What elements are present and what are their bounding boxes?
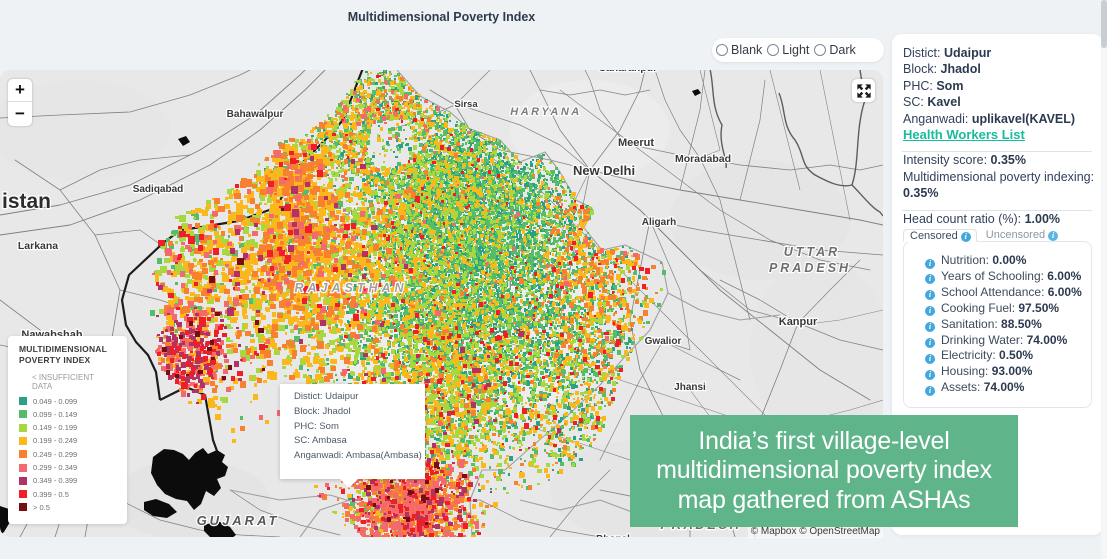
svg-text:Kanpur: Kanpur xyxy=(779,316,818,328)
svg-text:Bhopal: Bhopal xyxy=(596,534,630,537)
svg-text:Moradabad: Moradabad xyxy=(675,153,731,165)
svg-text:Gwalior: Gwalior xyxy=(645,336,682,347)
svg-text:istan: istan xyxy=(2,190,51,213)
svg-text:GUJARAT: GUJARAT xyxy=(197,513,280,528)
svg-text:Sirsa: Sirsa xyxy=(454,99,478,110)
svg-text:HARYANA: HARYANA xyxy=(510,106,582,118)
svg-text:Jhansi: Jhansi xyxy=(674,382,706,393)
svg-text:PRADESH: PRADESH xyxy=(769,261,851,275)
svg-text:Aligarh: Aligarh xyxy=(642,217,676,228)
svg-text:Meerut: Meerut xyxy=(618,137,654,149)
svg-text:Larkana: Larkana xyxy=(18,240,58,252)
svg-text:RAJASTHAN: RAJASTHAN xyxy=(294,281,407,295)
svg-text:Saharanpur: Saharanpur xyxy=(599,70,657,74)
svg-text:New Delhi: New Delhi xyxy=(573,163,635,178)
svg-text:Sadiqabad: Sadiqabad xyxy=(133,184,184,195)
svg-text:UTTAR: UTTAR xyxy=(784,245,840,259)
svg-text:Bahawalpur: Bahawalpur xyxy=(227,109,284,120)
